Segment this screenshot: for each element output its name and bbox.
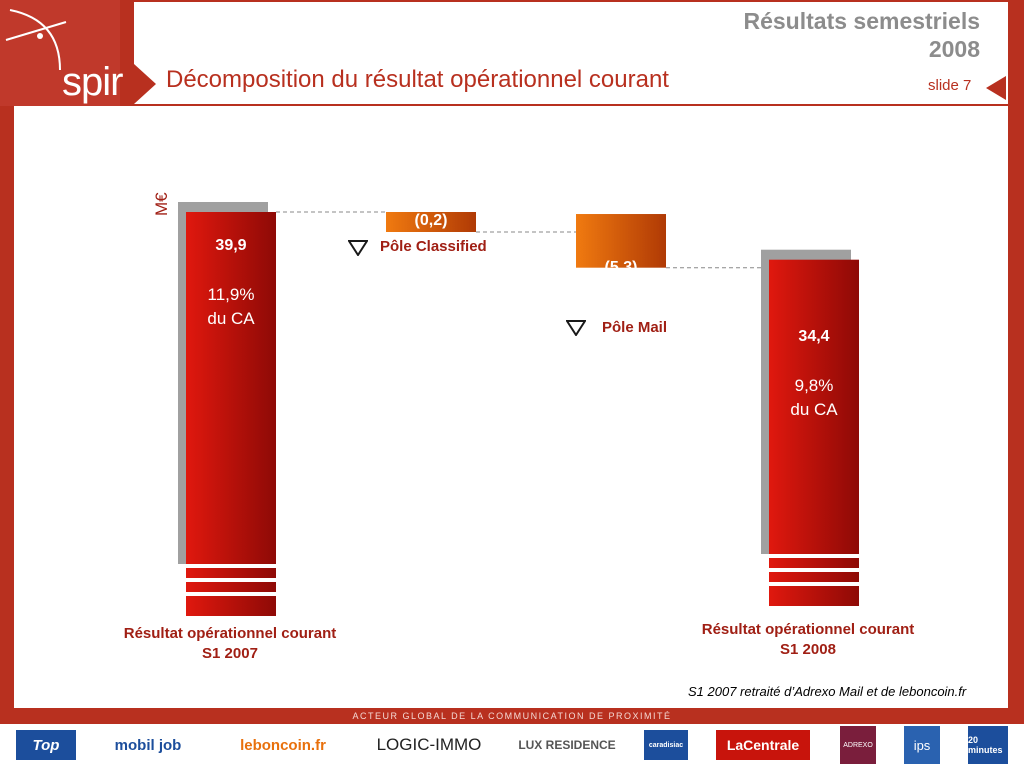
brand-logo-ips[interactable]: ips xyxy=(904,726,940,764)
unit-label: M€ xyxy=(152,192,171,216)
axis-break-stripe-3-2 xyxy=(761,582,859,586)
pct-label-end: 9,8% xyxy=(794,376,834,395)
pole-mail-label: Pôle Mail xyxy=(602,319,668,336)
brand-logo-luxresidence[interactable]: LUX RESIDENCE xyxy=(518,738,616,752)
axis-break-stripe-3-0 xyxy=(761,554,859,558)
header-title: Résultats semestriels xyxy=(743,8,980,34)
chevron-right-icon xyxy=(134,64,156,104)
pct-unit-start: du CA xyxy=(207,309,255,328)
brand-logo-logicimmo[interactable]: LOGIC-IMMO xyxy=(376,735,482,754)
value-label-start: 39,9 xyxy=(215,237,247,254)
axis-break-stripe-0-2 xyxy=(178,592,276,596)
pct-label-start: 11,9% xyxy=(207,285,255,304)
pole-classified-label: Pôle Classified xyxy=(380,238,487,255)
start-label-line2: S1 2007 xyxy=(202,645,258,662)
start-label-line1: Résultat opérationnel courant xyxy=(123,625,337,642)
brand-logo-top[interactable]: Top xyxy=(16,730,76,760)
spir-logo: spir xyxy=(62,60,123,104)
brand-logo-adrexo[interactable]: ADREXO xyxy=(840,726,876,764)
archer-logo-icon xyxy=(5,9,67,71)
brand-logo-20minutes[interactable]: 20 minutes xyxy=(968,726,1008,764)
value-label-classified: (0,2) xyxy=(414,212,448,229)
brand-logo-leboncoin[interactable]: leboncoin.fr xyxy=(240,736,326,754)
pct-unit-end: du CA xyxy=(790,400,838,419)
axis-break-stripe-3-1 xyxy=(761,568,859,572)
logo-box xyxy=(0,0,120,106)
brand-logo-caradisiac[interactable]: caradisiac xyxy=(644,730,688,760)
end-label-line1: Résultat opérationnel courant xyxy=(701,621,915,638)
start-category-label: Résultat opérationnel courant S1 2007 xyxy=(100,624,360,664)
brand-logo-lacentrale[interactable]: LaCentrale xyxy=(716,730,810,760)
bar-2 xyxy=(576,214,666,268)
footer-band xyxy=(0,708,1024,724)
bar-0 xyxy=(186,212,276,616)
axis-break-stripe-0-0 xyxy=(178,564,276,568)
triangle-down-icon xyxy=(348,240,368,256)
page-title: Décomposition du résultat opérationnel c… xyxy=(166,66,669,93)
triangle-left-icon xyxy=(986,76,1006,100)
triangle-down-icon xyxy=(566,320,586,336)
right-border xyxy=(1008,106,1024,710)
brand-logo-mobiljob[interactable]: mobil job xyxy=(114,736,182,754)
bar-3 xyxy=(769,259,859,606)
value-label-mail: (5,3) xyxy=(604,259,638,276)
header-year: 2008 xyxy=(928,36,980,62)
header-panel xyxy=(134,2,1008,104)
footnote: S1 2007 retraité d’Adrexo Mail et de leb… xyxy=(688,684,967,699)
slide-number: slide 7 xyxy=(928,77,972,94)
left-border xyxy=(0,106,14,710)
value-label-end: 34,4 xyxy=(798,328,830,345)
end-category-label: Résultat opérationnel courant S1 2008 xyxy=(678,620,938,660)
footer-tagline: ACTEUR GLOBAL DE LA COMMUNICATION DE PRO… xyxy=(352,711,672,721)
bar-1 xyxy=(386,212,476,232)
end-label-line2: S1 2008 xyxy=(780,641,836,658)
axis-break-stripe-0-1 xyxy=(178,578,276,582)
